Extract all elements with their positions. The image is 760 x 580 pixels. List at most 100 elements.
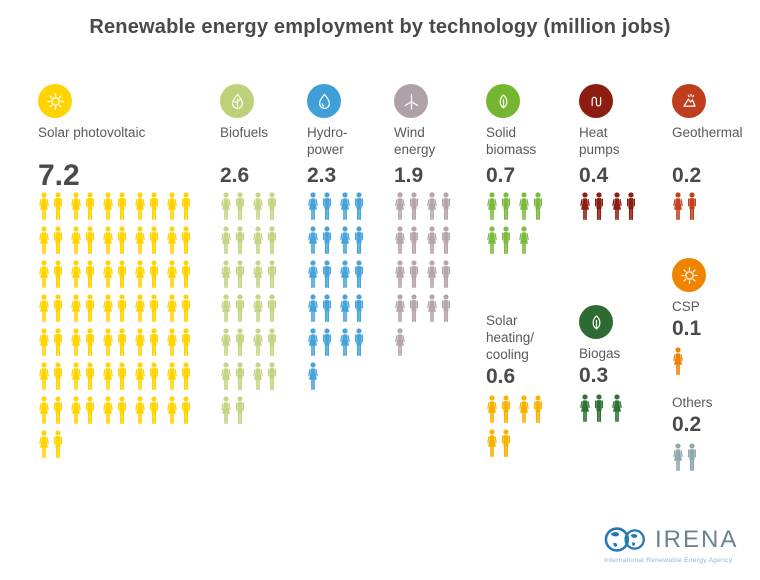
person-icon-man — [117, 362, 127, 390]
page-title: Renewable energy employment by technolog… — [89, 16, 671, 38]
person-icon-man — [533, 192, 543, 220]
person-icon-man — [626, 192, 636, 220]
pictogram-row — [38, 396, 192, 425]
person-icon-man — [235, 328, 245, 356]
person-icon-man — [235, 260, 245, 288]
category-value: 0.3 — [579, 364, 609, 387]
person-icon-woman — [167, 362, 177, 390]
person-icon-woman — [39, 396, 49, 424]
person-icon-woman — [221, 192, 231, 220]
category-block-biogas: Biogas 0.3 — [579, 305, 623, 428]
pictogram-grid — [394, 192, 452, 357]
person-icon-woman — [340, 226, 350, 254]
pictogram-row — [38, 294, 192, 323]
person-icon-man — [117, 294, 127, 322]
person-icon-man — [85, 396, 95, 424]
person-icon-woman — [612, 192, 622, 220]
person-icon-man — [354, 260, 364, 288]
person-icon-woman — [167, 294, 177, 322]
person-icon-woman — [427, 226, 437, 254]
pictogram-row — [486, 226, 544, 255]
person-icon-man — [267, 294, 277, 322]
person-icon-man — [85, 226, 95, 254]
person-icon-woman — [253, 294, 263, 322]
person-icon-woman — [427, 294, 437, 322]
person-icon-woman — [135, 294, 145, 322]
person-icon-man — [687, 443, 697, 471]
person-icon-man — [533, 395, 543, 423]
pictogram-row — [486, 395, 544, 424]
person-icon-woman — [221, 226, 231, 254]
person-icon-woman — [487, 226, 497, 254]
pictogram-row — [394, 294, 452, 323]
person-icon-man — [181, 260, 191, 288]
person-icon-woman — [340, 192, 350, 220]
person-icon-man — [53, 260, 63, 288]
irena-logo: IRENA International Renewable Energy Age… — [604, 524, 754, 565]
person-icon-man — [149, 226, 159, 254]
person-icon-man — [501, 226, 511, 254]
pictogram-row — [394, 226, 452, 255]
person-icon-man — [267, 260, 277, 288]
pictogram-row — [220, 226, 278, 255]
person-icon-man — [181, 226, 191, 254]
person-icon-man — [235, 226, 245, 254]
person-icon-woman — [103, 192, 113, 220]
category-block-others: Others 0.2 — [672, 394, 713, 477]
category-value: 0.2 — [672, 413, 702, 436]
person-icon-woman — [308, 260, 318, 288]
person-icon-woman — [71, 192, 81, 220]
category-value: 0.7 — [486, 164, 516, 187]
irena-logo-subtitle: International Renewable Energy Agency — [604, 557, 733, 564]
person-icon-woman — [308, 328, 318, 356]
person-icon-man — [267, 226, 277, 254]
category-block-heat-pumps: Heat pumps 0.4 — [579, 84, 637, 226]
pictogram-row — [486, 429, 544, 458]
pictogram-row — [579, 192, 637, 221]
person-icon-woman — [487, 395, 497, 423]
sun-icon — [38, 84, 72, 118]
person-icon-man — [117, 260, 127, 288]
person-icon-man — [267, 362, 277, 390]
pictogram-row — [307, 362, 365, 391]
person-icon-woman — [39, 430, 49, 458]
person-icon-woman — [253, 328, 263, 356]
person-icon-woman — [519, 395, 529, 423]
category-block-solid-biomass: Solid biomass 0.7 — [486, 84, 544, 260]
person-icon-man — [117, 192, 127, 220]
pictogram-row — [307, 226, 365, 255]
person-icon-woman — [103, 226, 113, 254]
person-icon-man — [687, 192, 697, 220]
person-icon-woman — [221, 328, 231, 356]
person-icon-man — [409, 226, 419, 254]
pictogram-row — [394, 328, 452, 357]
person-icon-man — [149, 396, 159, 424]
person-icon-man — [322, 226, 332, 254]
person-icon-man — [53, 362, 63, 390]
person-icon-man — [53, 430, 63, 458]
pictogram-grid — [307, 192, 365, 391]
person-icon-woman — [39, 362, 49, 390]
person-icon-man — [409, 192, 419, 220]
category-value: 0.6 — [486, 365, 516, 388]
person-icon-woman — [221, 396, 231, 424]
person-icon-woman — [103, 396, 113, 424]
category-label: CSP — [672, 299, 700, 314]
pictogram-grid — [579, 192, 637, 221]
person-icon-man — [85, 328, 95, 356]
pictogram-row — [38, 192, 192, 221]
person-icon-man — [322, 294, 332, 322]
person-icon-woman — [221, 294, 231, 322]
category-label: Heat pumps — [579, 125, 620, 157]
person-icon-man — [181, 192, 191, 220]
category-value: 1.9 — [394, 164, 424, 187]
person-icon-woman — [580, 192, 590, 220]
person-icon-woman — [39, 294, 49, 322]
person-icon-woman — [519, 226, 529, 254]
person-icon-man — [354, 226, 364, 254]
person-icon-woman — [221, 362, 231, 390]
pictogram-row — [307, 328, 365, 357]
person-icon-woman — [519, 192, 529, 220]
pictogram-row — [672, 443, 713, 472]
pictogram-row — [220, 396, 278, 425]
